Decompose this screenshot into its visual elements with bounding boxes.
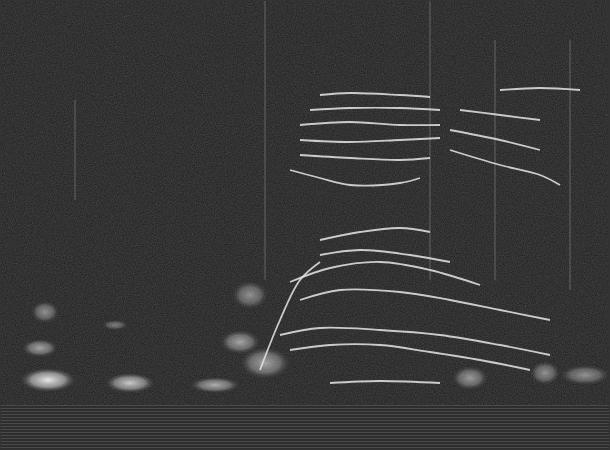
energy-blob <box>102 320 128 330</box>
harmonic-trace <box>300 122 440 125</box>
harmonic-trace <box>260 262 320 370</box>
harmonic-trace <box>300 138 440 142</box>
energy-blob <box>22 339 58 357</box>
energy-blob <box>452 366 488 390</box>
harmonic-trace <box>280 328 550 355</box>
harmonic-trace <box>290 344 530 370</box>
energy-blob <box>560 365 610 385</box>
harmonic-trace <box>330 381 440 383</box>
plot-area <box>0 0 610 450</box>
harmonic-trace <box>320 250 450 262</box>
streak <box>569 40 571 290</box>
harmonic-trace <box>300 289 550 320</box>
energy-blob <box>31 301 59 323</box>
streak <box>264 0 266 280</box>
energy-blob <box>530 361 560 385</box>
harmonic-trace <box>300 155 430 160</box>
harmonic-trace <box>500 88 580 90</box>
harmonic-trace <box>450 130 540 150</box>
streak <box>429 0 431 280</box>
spectrogram-chart <box>0 0 610 450</box>
harmonic-trace <box>320 228 430 240</box>
energy-blob <box>20 368 76 392</box>
noise-texture <box>0 0 610 450</box>
harmonic-trace <box>320 93 430 97</box>
harmonic-trace <box>290 262 480 285</box>
harmonic-trace <box>290 170 420 186</box>
energy-blob <box>240 347 290 379</box>
energy-blob <box>190 377 240 393</box>
background <box>0 0 610 450</box>
streak <box>74 100 76 200</box>
energy-blob <box>232 281 268 309</box>
energy-blob <box>105 373 155 393</box>
plot-frame <box>1 1 610 450</box>
harmonic-trace <box>460 110 540 120</box>
floor-band <box>0 405 610 450</box>
streak <box>494 40 496 280</box>
harmonic-trace <box>450 150 560 185</box>
harmonic-trace <box>310 108 440 110</box>
